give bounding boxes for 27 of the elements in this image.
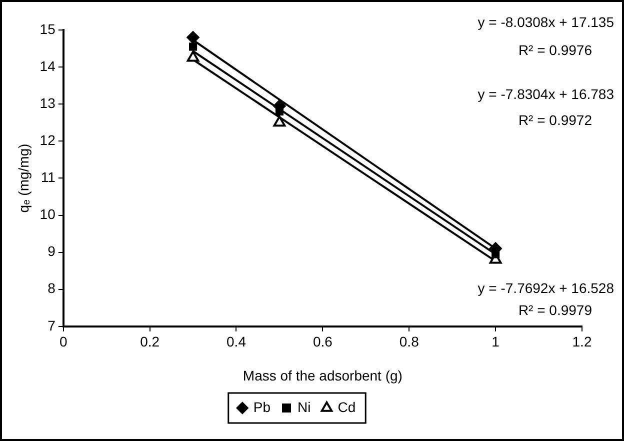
legend-label: Pb bbox=[253, 398, 271, 415]
y-tick-label: 15 bbox=[40, 20, 56, 37]
annotation: R² = 0.9976 bbox=[518, 42, 592, 58]
annotation: y = -7.7692x + 16.528 bbox=[478, 280, 614, 296]
x-tick-label: 1.2 bbox=[572, 334, 592, 350]
x-tick-label: 1 bbox=[492, 334, 500, 350]
annotation: R² = 0.9979 bbox=[518, 302, 592, 318]
y-tick-label: 9 bbox=[48, 243, 56, 260]
y-tick-label: 14 bbox=[40, 58, 56, 74]
y-tick-label: 10 bbox=[40, 206, 56, 222]
y-tick-label: 13 bbox=[40, 94, 56, 111]
annotation: y = -7.8304x + 16.783 bbox=[478, 86, 614, 102]
y-tick-label: 12 bbox=[40, 132, 56, 148]
x-tick-label: 0 bbox=[59, 334, 68, 350]
legend-label: Ni bbox=[298, 398, 311, 415]
x-tick-label: 0.4 bbox=[226, 334, 246, 350]
x-tick-label: 0.8 bbox=[399, 334, 420, 350]
x-tick-label: 0.6 bbox=[312, 334, 333, 350]
y-tick-label: 11 bbox=[40, 169, 56, 186]
x-axis-title: Mass of the adsorbent (g) bbox=[242, 367, 402, 384]
legend-label: Cd bbox=[338, 398, 356, 415]
y-tick-label: 7 bbox=[48, 317, 56, 334]
y-axis-title: qₑ (mg/mg) bbox=[15, 144, 32, 213]
text: y = -8.0308x + 17.135 bbox=[478, 14, 614, 30]
annotation: R² = 0.9972 bbox=[518, 112, 592, 128]
y-tick-label: 8 bbox=[48, 280, 56, 296]
x-tick-label: 0.2 bbox=[140, 334, 160, 350]
